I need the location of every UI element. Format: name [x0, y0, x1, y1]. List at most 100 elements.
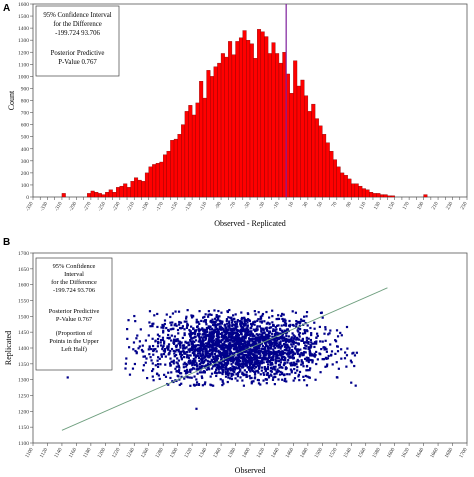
scatter-point	[183, 377, 186, 380]
histogram-bar	[90, 190, 95, 198]
scatter-point	[237, 359, 240, 362]
scatter-point	[209, 383, 212, 386]
scatter-point	[171, 312, 175, 315]
scatter-point	[336, 376, 339, 379]
scatter-point	[216, 316, 219, 319]
scatter-point	[232, 365, 235, 369]
scatter-point	[192, 336, 195, 339]
scatter-point	[240, 320, 243, 323]
histogram-bar	[372, 193, 377, 198]
scatter-point	[197, 368, 200, 371]
scatter-point	[277, 332, 280, 335]
scatter-point	[229, 366, 232, 370]
scatter-point	[238, 353, 241, 356]
scatter-point	[151, 344, 155, 348]
scatter-point	[270, 370, 273, 373]
scatter-point	[182, 346, 185, 349]
scatter-point	[250, 362, 253, 366]
scatter-point	[225, 366, 228, 369]
scatter-point	[193, 352, 196, 356]
scatter-point	[235, 323, 238, 326]
scatter-point	[235, 342, 238, 345]
scatter-point	[219, 378, 222, 381]
scatter-point	[195, 383, 198, 386]
y-tick-label: 400	[21, 147, 30, 153]
scatter-point	[315, 340, 318, 343]
scatter-point	[287, 349, 290, 352]
scatter-point	[271, 324, 275, 327]
scatter-point	[340, 348, 343, 351]
scatter-point	[279, 347, 282, 350]
scatter-point	[309, 338, 313, 342]
scatter-point	[310, 332, 313, 335]
x-tick-label: 1300	[169, 447, 180, 459]
x-tick-label: 1220	[111, 447, 122, 459]
scatter-point	[274, 358, 277, 361]
scatter-point	[196, 372, 199, 375]
scatter-point	[277, 354, 280, 357]
scatter-point	[186, 324, 189, 327]
scatter-point	[212, 360, 215, 364]
scatter-point	[264, 348, 267, 352]
scatter-point	[306, 375, 309, 378]
scatter-point	[210, 332, 213, 335]
scatter-point	[198, 350, 201, 353]
scatter-point	[235, 350, 238, 353]
x-tick-label: 1100	[24, 447, 35, 459]
scatter-point	[213, 363, 216, 366]
scatter-point	[231, 323, 234, 326]
scatter-point	[263, 365, 266, 369]
scatter-point	[277, 337, 280, 341]
scatter-point	[243, 362, 246, 366]
scatter-point	[207, 360, 210, 363]
scatter-point	[319, 311, 323, 315]
scatter-point	[173, 335, 177, 338]
scatter-point	[196, 349, 199, 352]
histogram-bar	[365, 189, 370, 198]
scatter-point	[194, 344, 197, 347]
scatter-point	[226, 369, 229, 373]
scatter-point	[235, 337, 238, 340]
scatter-point	[295, 320, 298, 323]
scatter-point	[195, 378, 198, 381]
scatter-point	[241, 371, 244, 374]
histogram-bar	[333, 159, 337, 198]
scatter-point	[334, 339, 337, 342]
scatter-point	[254, 328, 257, 332]
scatter-point	[262, 354, 265, 358]
scatter-point	[282, 336, 285, 339]
scatter-point	[218, 336, 221, 339]
scatter-point	[251, 340, 254, 343]
y-tick-label: 1500	[18, 314, 29, 320]
scatter-point	[174, 344, 178, 348]
x-tick-label: 1640	[415, 447, 426, 459]
scatter-point	[271, 368, 274, 371]
scatter-point	[213, 361, 216, 364]
scatter-point	[275, 342, 279, 345]
histogram-bar	[126, 187, 131, 198]
scatter-point	[351, 352, 354, 355]
scatter-point	[217, 309, 220, 313]
scatter-point	[277, 360, 281, 363]
scatter-point	[173, 338, 176, 341]
scatter-point	[190, 337, 193, 340]
scatter-point	[273, 375, 276, 378]
scatter-point	[305, 315, 308, 318]
scatter-point	[249, 377, 252, 380]
scatter-point	[255, 339, 259, 342]
scatter-point	[257, 367, 261, 370]
y-tick-label: 200	[21, 171, 30, 177]
scatter-point	[260, 366, 264, 369]
scatter-point	[188, 332, 191, 336]
x-tick-label: -210	[126, 201, 136, 213]
scatter-point	[248, 364, 252, 367]
scatter-point	[327, 333, 330, 336]
scatter-point	[253, 341, 256, 344]
scatter-point	[148, 310, 152, 313]
scatter-point	[232, 361, 235, 364]
scatter-point	[288, 356, 291, 359]
scatter-point	[215, 368, 218, 371]
y-axis-title: Count	[7, 90, 16, 110]
scatter-point	[225, 327, 228, 330]
scatter-point	[261, 327, 264, 330]
